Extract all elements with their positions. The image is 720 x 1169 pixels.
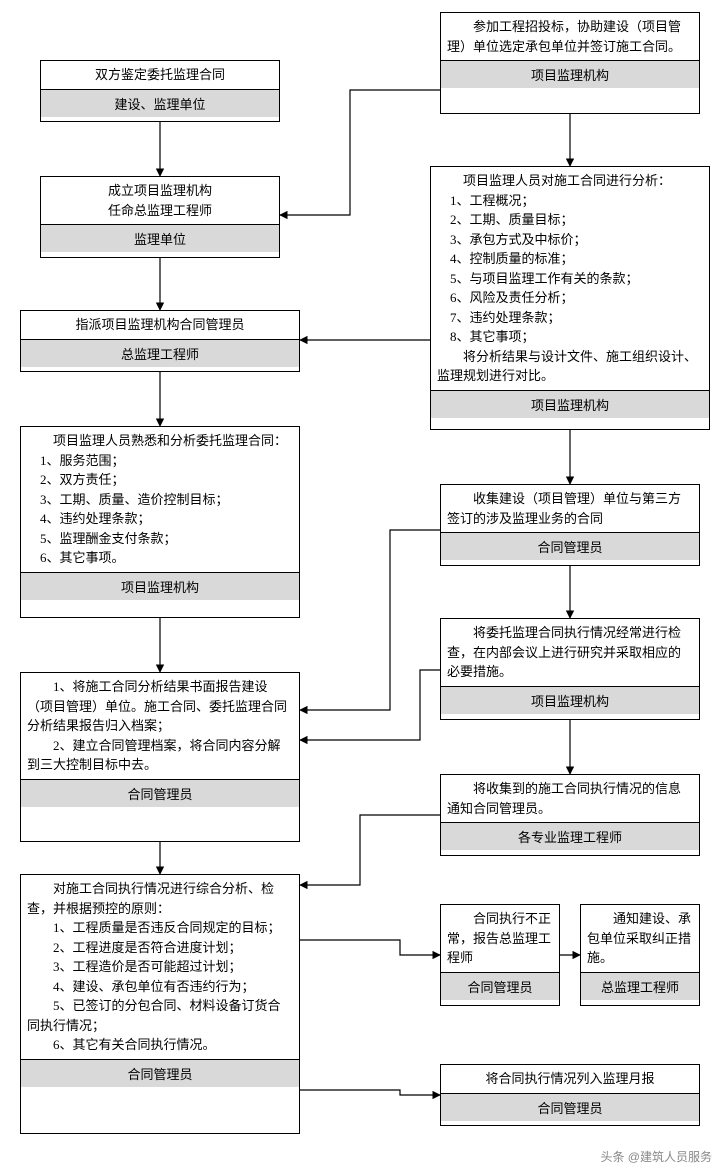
edge-9: [280, 90, 440, 215]
node-footer: 项目监理机构: [441, 60, 699, 88]
flow-node-n8: 项目监理人员对施工合同进行分析： 1、工程概况； 2、工期、质量目标； 3、承包…: [430, 166, 710, 430]
edge-14: [300, 940, 440, 955]
node-footer: 合同管理员: [441, 1093, 699, 1121]
node-body: 合同执行不正常，报告总监理工程师: [441, 905, 559, 972]
node-footer: 各专业监理工程师: [441, 822, 699, 850]
node-body: 将收集到的施工合同执行情况的信息通知合同管理员。: [441, 775, 699, 822]
flow-node-n10: 将委托监理合同执行情况经常进行检查，在内部会议上进行研究并采取相应的必要措施。项…: [440, 618, 700, 720]
node-footer: 建设、监理单位: [41, 89, 279, 117]
flow-node-n4: 项目监理人员熟悉和分析委托监理合同： 1、服务范围； 2、双方责任； 3、工期、…: [20, 426, 300, 618]
flow-node-n3: 指派项目监理机构合同管理员总监理工程师: [20, 310, 300, 372]
edge-13: [300, 815, 440, 885]
node-body: 项目监理人员熟悉和分析委托监理合同： 1、服务范围； 2、双方责任； 3、工期、…: [21, 427, 299, 572]
node-body: 双方鉴定委托监理合同: [41, 61, 279, 89]
node-footer: 总监理工程师: [581, 972, 699, 1000]
node-footer: 项目监理机构: [441, 686, 699, 714]
node-body: 项目监理人员对施工合同进行分析： 1、工程概况； 2、工期、质量目标； 3、承包…: [431, 167, 709, 390]
node-footer: 项目监理机构: [21, 572, 299, 600]
node-footer: 监理单位: [41, 224, 279, 252]
flow-node-n11: 将收集到的施工合同执行情况的信息通知合同管理员。各专业监理工程师: [440, 774, 700, 856]
flow-node-n14: 将合同执行情况列入监理月报合同管理员: [440, 1064, 700, 1126]
node-body: 收集建设（项目管理）单位与第三方签订的涉及监理业务的合同: [441, 485, 699, 532]
node-footer: 总监理工程师: [21, 339, 299, 367]
flow-node-n6: 对施工合同执行情况进行综合分析、检查，并根据预控的原则： 1、工程质量是否违反合…: [20, 874, 300, 1134]
flow-node-n2: 成立项目监理机构 任命总监理工程师监理单位: [40, 176, 280, 258]
watermark: 头条 @建筑人员服务: [600, 1148, 712, 1165]
node-body: 成立项目监理机构 任命总监理工程师: [41, 177, 279, 224]
edge-11: [300, 530, 440, 710]
flow-node-n7: 参加工程招投标，协助建设（项目管理）单位选定承包单位并签订施工合同。项目监理机构: [440, 12, 700, 114]
edge-16: [300, 1090, 440, 1095]
flow-node-n9: 收集建设（项目管理）单位与第三方签订的涉及监理业务的合同合同管理员: [440, 484, 700, 566]
flow-node-n13: 通知建设、承包单位采取纠正措施。总监理工程师: [580, 904, 700, 1006]
node-body: 对施工合同执行情况进行综合分析、检查，并根据预控的原则： 1、工程质量是否违反合…: [21, 875, 299, 1059]
flow-node-n5: 1、将施工合同分析结果书面报告建设（项目管理）单位。施工合同、委托监理合同分析结…: [20, 672, 300, 842]
node-body: 将合同执行情况列入监理月报: [441, 1065, 699, 1093]
node-footer: 合同管理员: [21, 779, 299, 807]
node-footer: 合同管理员: [21, 1059, 299, 1087]
node-footer: 合同管理员: [441, 532, 699, 560]
flowchart-canvas: 双方鉴定委托监理合同建设、监理单位成立项目监理机构 任命总监理工程师监理单位指派…: [0, 0, 720, 1169]
flow-node-n12: 合同执行不正常，报告总监理工程师合同管理员: [440, 904, 560, 1006]
edge-12: [300, 670, 440, 740]
node-footer: 项目监理机构: [431, 390, 709, 418]
node-body: 指派项目监理机构合同管理员: [21, 311, 299, 339]
node-body: 参加工程招投标，协助建设（项目管理）单位选定承包单位并签订施工合同。: [441, 13, 699, 60]
node-footer: 合同管理员: [441, 972, 559, 1000]
flow-node-n1: 双方鉴定委托监理合同建设、监理单位: [40, 60, 280, 122]
node-body: 将委托监理合同执行情况经常进行检查，在内部会议上进行研究并采取相应的必要措施。: [441, 619, 699, 686]
node-body: 通知建设、承包单位采取纠正措施。: [581, 905, 699, 972]
node-body: 1、将施工合同分析结果书面报告建设（项目管理）单位。施工合同、委托监理合同分析结…: [21, 673, 299, 779]
